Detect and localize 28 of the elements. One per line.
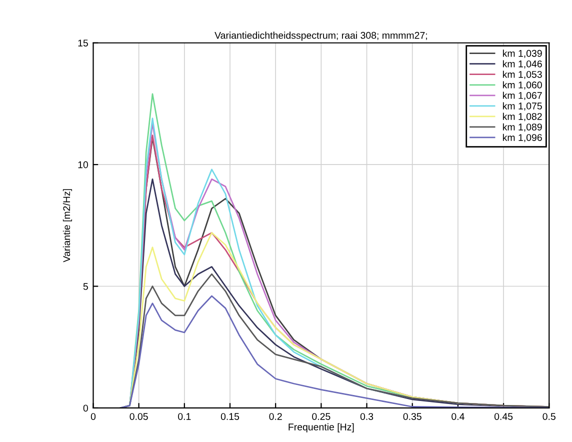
legend-label: km 1,082 [502,112,542,122]
x-axis-title: Frequentie [Hz] [288,423,354,432]
chart-title: Variantiedichtheidsspectrum; raai 308; mmmm27; [214,32,427,41]
line-series [120,295,550,408]
x-tick-label: 0.2 [269,413,282,420]
y-tick-label: 0 [83,404,88,412]
x-tick-label: 0 [90,413,96,420]
legend-label: km 1,046 [502,60,542,68]
legend-label: km 1,096 [502,134,542,142]
legend-label: km 1,053 [502,70,542,80]
y-axis-title: Variantie [m2/Hz] [62,189,72,262]
legend-label: km 1,089 [502,123,542,132]
x-tick-label: 0.45 [494,413,513,420]
x-tick-label: 0.1 [178,413,191,420]
x-tick-label: 0.5 [542,413,556,420]
y-tick-label: 15 [78,40,88,46]
legend-label: km 1,039 [502,50,542,58]
x-tick-label: 0.15 [220,413,240,420]
y-tick-label: 5 [83,283,88,290]
x-tick-label: 0.4 [452,413,464,420]
x-tick-label: 0.3 [360,413,374,420]
y-tick-label: 10 [78,161,88,168]
legend-label: km 1,067 [502,92,542,100]
legend-label: km 1,060 [502,81,542,90]
x-tick-label: 0.05 [130,413,148,420]
x-tick-label: 0.25 [312,413,330,420]
legend-label: km 1,075 [502,102,542,111]
x-tick-label: 0.35 [403,413,422,420]
